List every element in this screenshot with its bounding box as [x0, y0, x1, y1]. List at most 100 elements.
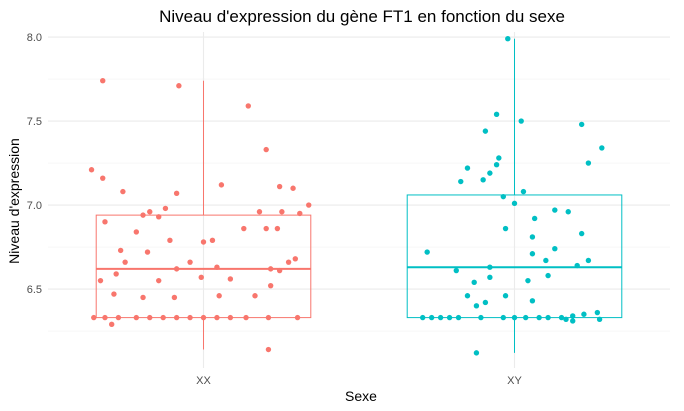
- data-point: [529, 251, 536, 257]
- data-point: [294, 314, 301, 321]
- data-point: [243, 314, 249, 321]
- data-point: [574, 262, 580, 269]
- data-point: [585, 257, 592, 264]
- data-point: [91, 314, 97, 321]
- data-point: [453, 267, 459, 274]
- data-point: [500, 193, 507, 200]
- data-point: [518, 118, 524, 124]
- data-point: [531, 215, 538, 222]
- data-point: [173, 190, 180, 196]
- data-point: [147, 314, 153, 321]
- data-point: [176, 83, 182, 89]
- y-axis-title: Niveau d'expression: [6, 138, 22, 264]
- data-point: [578, 230, 585, 237]
- data-point: [552, 207, 558, 213]
- data-point: [122, 259, 128, 265]
- data-point: [594, 309, 601, 316]
- data-point: [133, 314, 140, 321]
- data-point: [156, 214, 162, 220]
- data-point: [200, 314, 207, 321]
- data-point: [596, 316, 603, 322]
- data-point: [529, 234, 536, 240]
- chart-title: Niveau d'expression du gène FT1 en fonct…: [159, 7, 565, 26]
- data-point: [256, 209, 263, 215]
- data-point: [505, 36, 511, 42]
- data-point: [117, 247, 124, 254]
- data-point: [511, 200, 518, 207]
- data-point: [218, 182, 225, 188]
- data-point: [496, 155, 502, 161]
- data-point: [473, 350, 480, 356]
- data-point: [115, 314, 122, 321]
- data-point: [552, 246, 558, 252]
- data-point: [198, 274, 204, 280]
- data-point: [102, 219, 108, 225]
- x-tick-label: XX: [196, 375, 211, 387]
- data-point: [493, 111, 500, 118]
- data-point: [245, 103, 251, 109]
- data-point: [111, 291, 117, 297]
- y-axis-tick-labels: 6.5 7.0 7.5 8.0: [27, 32, 42, 296]
- data-point: [599, 145, 605, 151]
- data-point: [428, 314, 435, 321]
- x-tick-label: XY: [507, 375, 522, 387]
- data-point: [502, 293, 509, 299]
- data-point: [536, 314, 542, 321]
- y-tick-label: 7.0: [27, 200, 42, 212]
- data-point: [545, 314, 551, 321]
- data-point: [502, 225, 509, 232]
- data-point: [144, 249, 151, 255]
- data-point: [487, 274, 493, 280]
- data-point: [173, 314, 180, 321]
- y-tick-label: 6.5: [27, 284, 42, 296]
- minor-gridlines: [48, 78, 670, 332]
- data-point: [558, 314, 565, 321]
- data-point: [227, 314, 234, 321]
- data-point: [563, 316, 569, 322]
- data-point: [276, 183, 283, 190]
- data-point: [545, 272, 551, 279]
- data-point: [263, 146, 269, 153]
- jitter-points: [88, 36, 605, 356]
- data-point: [140, 212, 146, 218]
- data-point: [147, 209, 153, 215]
- data-point: [464, 165, 471, 171]
- data-point: [458, 178, 464, 185]
- data-point: [156, 277, 162, 284]
- data-point: [522, 314, 529, 321]
- y-tick-label: 8.0: [27, 32, 42, 44]
- data-point: [525, 277, 531, 284]
- boxplot-boxes: [95, 38, 623, 353]
- data-point: [100, 175, 106, 181]
- data-point: [480, 177, 486, 183]
- data-point: [297, 210, 303, 217]
- data-point: [88, 167, 95, 173]
- data-point: [585, 160, 592, 166]
- data-point: [464, 293, 471, 299]
- data-point: [173, 266, 180, 272]
- data-point: [227, 276, 234, 282]
- data-point: [265, 314, 272, 321]
- data-point: [419, 314, 426, 321]
- data-point: [216, 293, 222, 299]
- data-point: [200, 239, 207, 245]
- data-point: [252, 293, 258, 299]
- data-point: [520, 188, 527, 195]
- data-point: [473, 303, 480, 309]
- data-point: [113, 271, 119, 277]
- data-point: [108, 321, 115, 328]
- data-point: [446, 314, 453, 321]
- data-point: [581, 311, 587, 317]
- data-point: [263, 225, 269, 232]
- data-point: [487, 170, 493, 176]
- data-point: [267, 282, 274, 289]
- data-point: [241, 225, 247, 232]
- x-axis-tick-labels: XX XY: [196, 375, 522, 387]
- data-point: [487, 264, 493, 270]
- data-point: [471, 279, 477, 286]
- data-point: [578, 121, 585, 128]
- data-point: [100, 78, 106, 84]
- data-point: [455, 314, 462, 321]
